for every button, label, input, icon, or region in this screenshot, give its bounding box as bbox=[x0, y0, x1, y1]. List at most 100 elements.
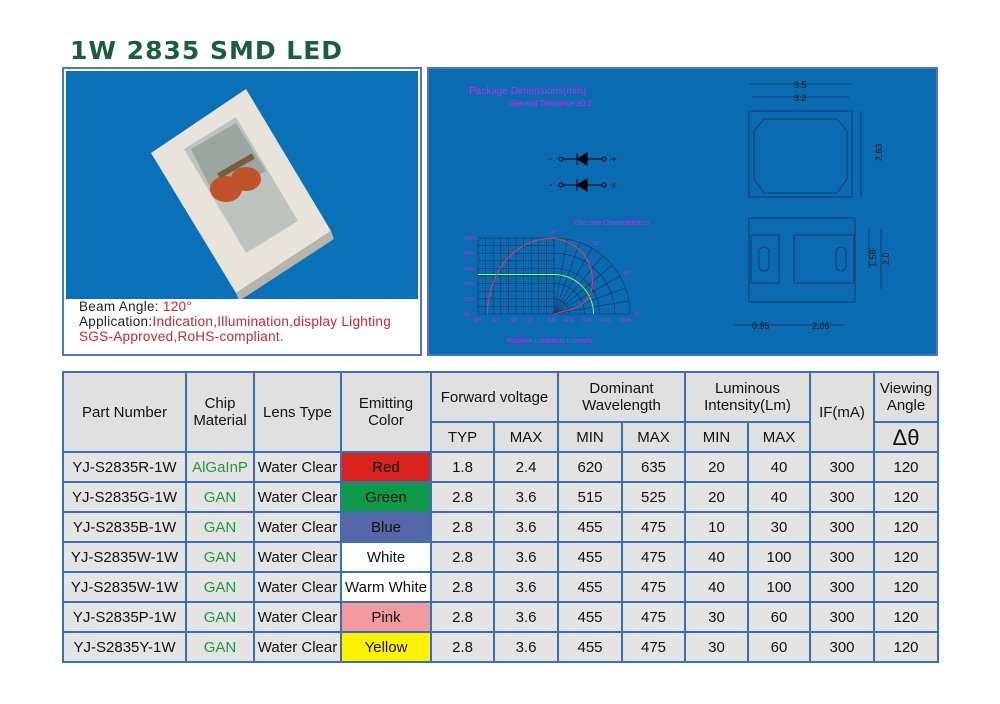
cell-lmax: 40 bbox=[747, 451, 811, 483]
dim-width-inner: 3.2 bbox=[794, 93, 807, 103]
cell-if: 300 bbox=[809, 571, 875, 603]
cell-lmin: 40 bbox=[684, 571, 749, 603]
cell-vtyp: 2.8 bbox=[430, 631, 495, 663]
cell-if: 300 bbox=[809, 481, 875, 513]
diode-symbol-icon bbox=[558, 152, 607, 192]
cell-wmax: 525 bbox=[621, 481, 686, 513]
dim-pad-height: 1.58 bbox=[868, 249, 878, 267]
cell-vtyp: 2.8 bbox=[430, 541, 495, 573]
cell-if: 300 bbox=[809, 511, 875, 543]
table-row: YJ-S2835Y-1W GAN Water Clear Yellow 2.8 3.6 45… bbox=[62, 631, 939, 663]
cell-part: YJ-S2835G-1W bbox=[62, 481, 187, 513]
angle-tick-label: 60° bbox=[623, 271, 631, 277]
cell-angle: 120 bbox=[873, 631, 939, 663]
header-li-max: MAX bbox=[747, 421, 811, 453]
cell-vmax: 3.6 bbox=[493, 601, 559, 633]
cell-lmin: 30 bbox=[684, 601, 749, 633]
cell-lmax: 40 bbox=[747, 481, 811, 513]
cell-vtyp: 2.8 bbox=[430, 601, 495, 633]
cell-color: Warm White bbox=[340, 571, 432, 603]
y-tick-label: 0% bbox=[464, 312, 472, 318]
cell-angle: 120 bbox=[873, 511, 939, 543]
header-forward-voltage: Forward voltage bbox=[430, 371, 559, 423]
header-vf-max: MAX bbox=[493, 421, 559, 453]
cell-color: Green bbox=[340, 481, 432, 513]
x-tick-label: 100% bbox=[618, 318, 631, 324]
spec-table: Part Number Chip Material Lens Type Emit… bbox=[62, 371, 939, 663]
angle-tick-label: 0° bbox=[552, 230, 557, 236]
y-tick-label: 80% bbox=[464, 251, 475, 257]
cell-chip: GAN bbox=[185, 541, 255, 573]
cell-lmin: 10 bbox=[684, 511, 749, 543]
cell-wmin: 455 bbox=[557, 511, 623, 543]
cell-vmax: 3.6 bbox=[493, 541, 559, 573]
header-luminous-intensity: Luminous Intensity(Lm) bbox=[684, 371, 811, 423]
cell-wmax: 475 bbox=[621, 511, 686, 543]
header-lens-type: Lens Type bbox=[253, 371, 342, 453]
cell-lens: Water Clear bbox=[253, 511, 342, 543]
cell-lens: Water Clear bbox=[253, 571, 342, 603]
intensity-label: Relative Luminous Intensity bbox=[507, 338, 593, 345]
angle-tick-label: 90° bbox=[634, 312, 642, 318]
dim-width-outer: 3.5 bbox=[794, 80, 807, 90]
x-tick-label: 0° bbox=[528, 318, 533, 324]
cell-color: Blue bbox=[340, 511, 432, 543]
cell-vtyp: 2.8 bbox=[430, 571, 495, 603]
led-photo bbox=[66, 71, 418, 299]
cell-vmax: 3.6 bbox=[493, 481, 559, 513]
cell-lens: Water Clear bbox=[253, 541, 342, 573]
cell-vtyp: 2.8 bbox=[430, 481, 495, 513]
angle-tick-label: 30° bbox=[593, 241, 601, 247]
x-tick-label: 90° bbox=[474, 318, 482, 324]
cell-if: 300 bbox=[809, 541, 875, 573]
cell-if: 300 bbox=[809, 451, 875, 483]
cell-wmin: 455 bbox=[557, 571, 623, 603]
cell-part: YJ-S2835W-1W bbox=[62, 571, 187, 603]
x-tick-label: 30° bbox=[510, 318, 518, 324]
beam-angle-label: Beam Angle: bbox=[79, 299, 163, 314]
cell-wmin: 620 bbox=[557, 451, 623, 483]
cell-if: 300 bbox=[809, 601, 875, 633]
dim-pad-1: 0.95 bbox=[752, 321, 770, 331]
cell-lens: Water Clear bbox=[253, 601, 342, 633]
cell-if: 300 bbox=[809, 631, 875, 663]
cell-vtyp: 2.8 bbox=[430, 511, 495, 543]
directive-chart: 100%80%60%40%20%0%90° 60° 30° 0° 20% 40% 60% 80… bbox=[464, 230, 642, 324]
cell-color: Yellow bbox=[340, 631, 432, 663]
cell-lens: Water Clear bbox=[253, 631, 342, 663]
cell-wmax: 475 bbox=[621, 571, 686, 603]
header-if: IF(mA) bbox=[809, 371, 875, 453]
cell-chip: GAN bbox=[185, 511, 255, 543]
cell-vmax: 3.6 bbox=[493, 571, 559, 603]
cell-wmax: 475 bbox=[621, 631, 686, 663]
table-row: YJ-S2835G-1W GAN Water Clear Green 2.8 3.6 515… bbox=[62, 481, 939, 513]
x-tick-label: 60° bbox=[492, 318, 500, 324]
minus-label: - bbox=[549, 154, 552, 165]
cell-part: YJ-S2835Y-1W bbox=[62, 631, 187, 663]
tolerance-text: General Tolerance ±0.2 bbox=[509, 99, 593, 108]
cell-part: YJ-S2835W-1W bbox=[62, 541, 187, 573]
cell-lmin: 30 bbox=[684, 631, 749, 663]
cell-lmax: 30 bbox=[747, 511, 811, 543]
cell-lens: Water Clear bbox=[253, 481, 342, 513]
header-wl-max: MAX bbox=[621, 421, 686, 453]
header-li-min: MIN bbox=[684, 421, 749, 453]
cell-chip: GAN bbox=[185, 631, 255, 663]
table-row: YJ-S2835R-1W AlGaInP Water Clear Red 1.8 2.4 6… bbox=[62, 451, 939, 483]
cell-wmax: 475 bbox=[621, 541, 686, 573]
product-panel: Beam Angle: 120° Application:Indication,… bbox=[62, 67, 422, 356]
cell-wmin: 455 bbox=[557, 601, 623, 633]
dim-height: 2.63 bbox=[874, 143, 884, 161]
cell-part: YJ-S2835B-1W bbox=[62, 511, 187, 543]
cell-color: Red bbox=[340, 451, 432, 483]
cell-wmax: 635 bbox=[621, 451, 686, 483]
cell-color: White bbox=[340, 541, 432, 573]
drawing-title: Package Dimensions(mm) bbox=[469, 86, 586, 97]
application-value: Indication,Illumination,display Lighting bbox=[152, 314, 392, 329]
cell-vmax: 3.6 bbox=[493, 511, 559, 543]
application-label: Application: bbox=[79, 314, 153, 329]
cell-color: Pink bbox=[340, 601, 432, 633]
cell-chip: GAN bbox=[185, 571, 255, 603]
header-dominant-wavelength: Dominant Wavelength bbox=[557, 371, 686, 423]
cell-part: YJ-S2835R-1W bbox=[62, 451, 187, 483]
